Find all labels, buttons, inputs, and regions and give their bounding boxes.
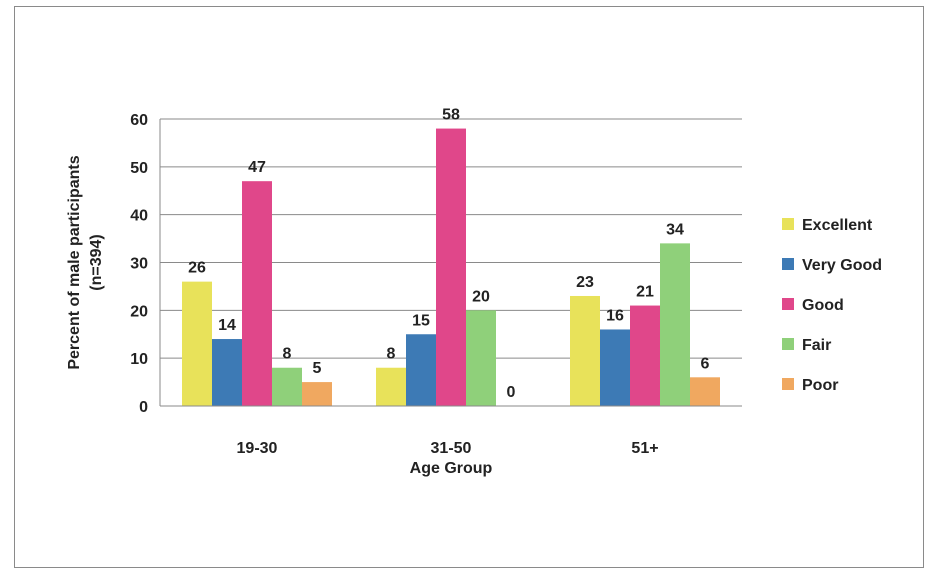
- bar-very-good-31-50: [406, 334, 436, 406]
- legend-label: Poor: [802, 377, 838, 394]
- data-label: 16: [606, 307, 624, 324]
- legend-swatch: [782, 378, 794, 390]
- data-label: 15: [412, 312, 430, 329]
- chart-frame: 0 10 20 30 40 50 60 19-30 31-50 51+ 26 14 47 8 5 8 15 58…: [14, 6, 924, 568]
- x-category-label: 51+: [631, 440, 658, 457]
- data-label: 34: [666, 221, 684, 238]
- data-label: 47: [248, 159, 266, 176]
- data-label: 58: [442, 107, 460, 124]
- data-label: 6: [701, 355, 710, 372]
- bar-fair-19-30: [272, 367, 302, 406]
- legend-swatch: [782, 218, 794, 230]
- x-axis-title: Age Group: [410, 460, 493, 477]
- y-tick-label: 20: [130, 303, 148, 320]
- x-category-label: 19-30: [237, 440, 278, 457]
- y-tick-label: 50: [130, 160, 148, 177]
- bar-very-good-51+: [600, 329, 630, 406]
- data-label: 8: [387, 346, 396, 363]
- bar-good-31-50: [436, 128, 466, 407]
- data-label: 21: [636, 284, 654, 301]
- legend-label: Fair: [802, 337, 831, 354]
- y-axis-title: Percent of male participants (n=394): [66, 155, 105, 369]
- y-tick-label: 30: [130, 256, 148, 273]
- legend-label: Excellent: [802, 217, 873, 234]
- bars-group: [182, 128, 720, 407]
- y-tick-label: 60: [130, 112, 148, 129]
- y-tick-label: 10: [130, 351, 148, 368]
- data-label: 8: [283, 346, 292, 363]
- x-category-label: 31-50: [431, 440, 472, 457]
- y-tick-label: 0: [139, 399, 148, 416]
- legend-swatch: [782, 298, 794, 310]
- svg-text:Percent of male participants(n: Percent of male participants (n=394): [66, 155, 105, 369]
- bar-poor-51+: [690, 377, 720, 406]
- bar-excellent-19-30: [182, 281, 212, 406]
- bar-fair-31-50: [466, 310, 496, 406]
- data-label: 14: [218, 317, 236, 334]
- legend-label: Very Good: [802, 257, 882, 274]
- bar-fair-51+: [660, 243, 690, 406]
- legend-label: Good: [802, 297, 844, 314]
- data-label: 20: [472, 288, 490, 305]
- data-label: 23: [576, 274, 594, 291]
- data-label: 5: [313, 360, 322, 377]
- y-axis-title-line: Percent of male participants: [66, 155, 83, 369]
- bar-poor-19-30: [302, 382, 332, 406]
- bar-good-51+: [630, 305, 660, 406]
- data-label: 0: [507, 384, 516, 401]
- y-tick-label: 40: [130, 208, 148, 225]
- legend-swatch: [782, 338, 794, 350]
- bar-excellent-51+: [570, 295, 600, 406]
- data-label: 26: [188, 260, 206, 277]
- y-axis-title-line: (n=394): [88, 234, 105, 290]
- legend-swatch: [782, 258, 794, 270]
- bar-very-good-19-30: [212, 339, 242, 406]
- legend: Excellent Very Good Good Fair Poor: [782, 217, 882, 394]
- bar-excellent-31-50: [376, 367, 406, 406]
- bar-good-19-30: [242, 181, 272, 406]
